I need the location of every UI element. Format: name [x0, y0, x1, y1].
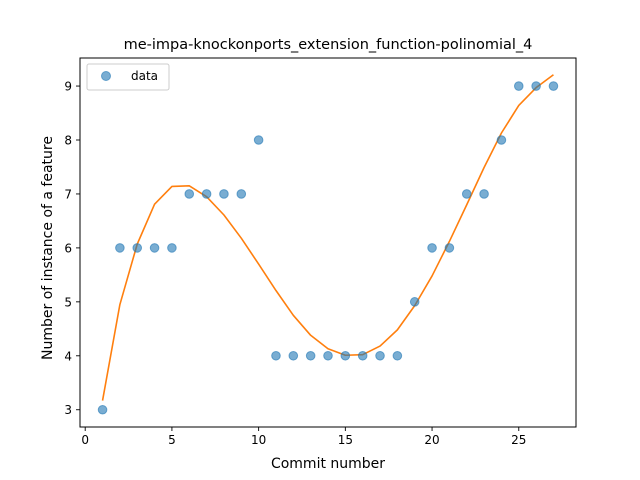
data-point — [167, 243, 177, 253]
y-tick-label: 5 — [64, 295, 72, 309]
legend-marker-data — [101, 71, 111, 81]
data-point — [357, 350, 368, 361]
data-point — [479, 189, 489, 199]
axes: 0 5 10 15 20 25 3 4 5 6 7 8 9 — [64, 57, 577, 447]
legend-label-data: data — [131, 69, 158, 83]
data-point — [149, 243, 160, 253]
data-point — [340, 350, 351, 361]
data-point — [513, 81, 524, 91]
x-tick-label: 5 — [168, 433, 176, 447]
x-tick-label: 25 — [511, 433, 526, 447]
y-tick-label: 7 — [64, 187, 72, 201]
x-tick-label: 15 — [338, 433, 353, 447]
data-point — [97, 404, 108, 415]
data-point — [392, 350, 403, 361]
y-axis-label: Number of instance of a feature — [40, 136, 56, 360]
data-point — [184, 189, 195, 199]
y-tick-label: 8 — [64, 134, 72, 148]
data-point — [409, 297, 420, 307]
data-point — [115, 243, 125, 253]
data-point — [531, 81, 541, 91]
x-axis-label: Commit number — [271, 456, 385, 472]
data-point — [271, 350, 281, 361]
legend-frame — [86, 63, 170, 91]
data-point — [219, 189, 229, 199]
data-point — [548, 81, 559, 91]
y-tick-label: 3 — [64, 403, 72, 417]
data-point — [461, 189, 472, 199]
legend: data — [86, 63, 170, 91]
data-point — [288, 350, 299, 361]
data-point — [323, 350, 333, 361]
data-point — [201, 189, 212, 199]
data-point — [253, 135, 264, 145]
plot-area — [97, 74, 559, 415]
data-point — [305, 350, 316, 361]
data-point — [375, 350, 385, 361]
data-point — [427, 243, 437, 253]
data-point — [496, 135, 507, 145]
x-tick-label: 20 — [424, 433, 439, 447]
fit-line — [101, 74, 554, 401]
chart-title: me-impa-knockonports_extension_function-… — [124, 37, 533, 53]
data-point — [236, 189, 247, 199]
data-point — [132, 243, 143, 253]
y-tick-label: 9 — [64, 80, 72, 94]
axes-frame — [79, 57, 577, 428]
x-tick-label: 0 — [81, 433, 89, 447]
data-point — [444, 243, 455, 253]
y-tick-label: 4 — [64, 349, 72, 363]
x-tick-label: 10 — [251, 433, 266, 447]
y-tick-label: 6 — [64, 241, 72, 255]
